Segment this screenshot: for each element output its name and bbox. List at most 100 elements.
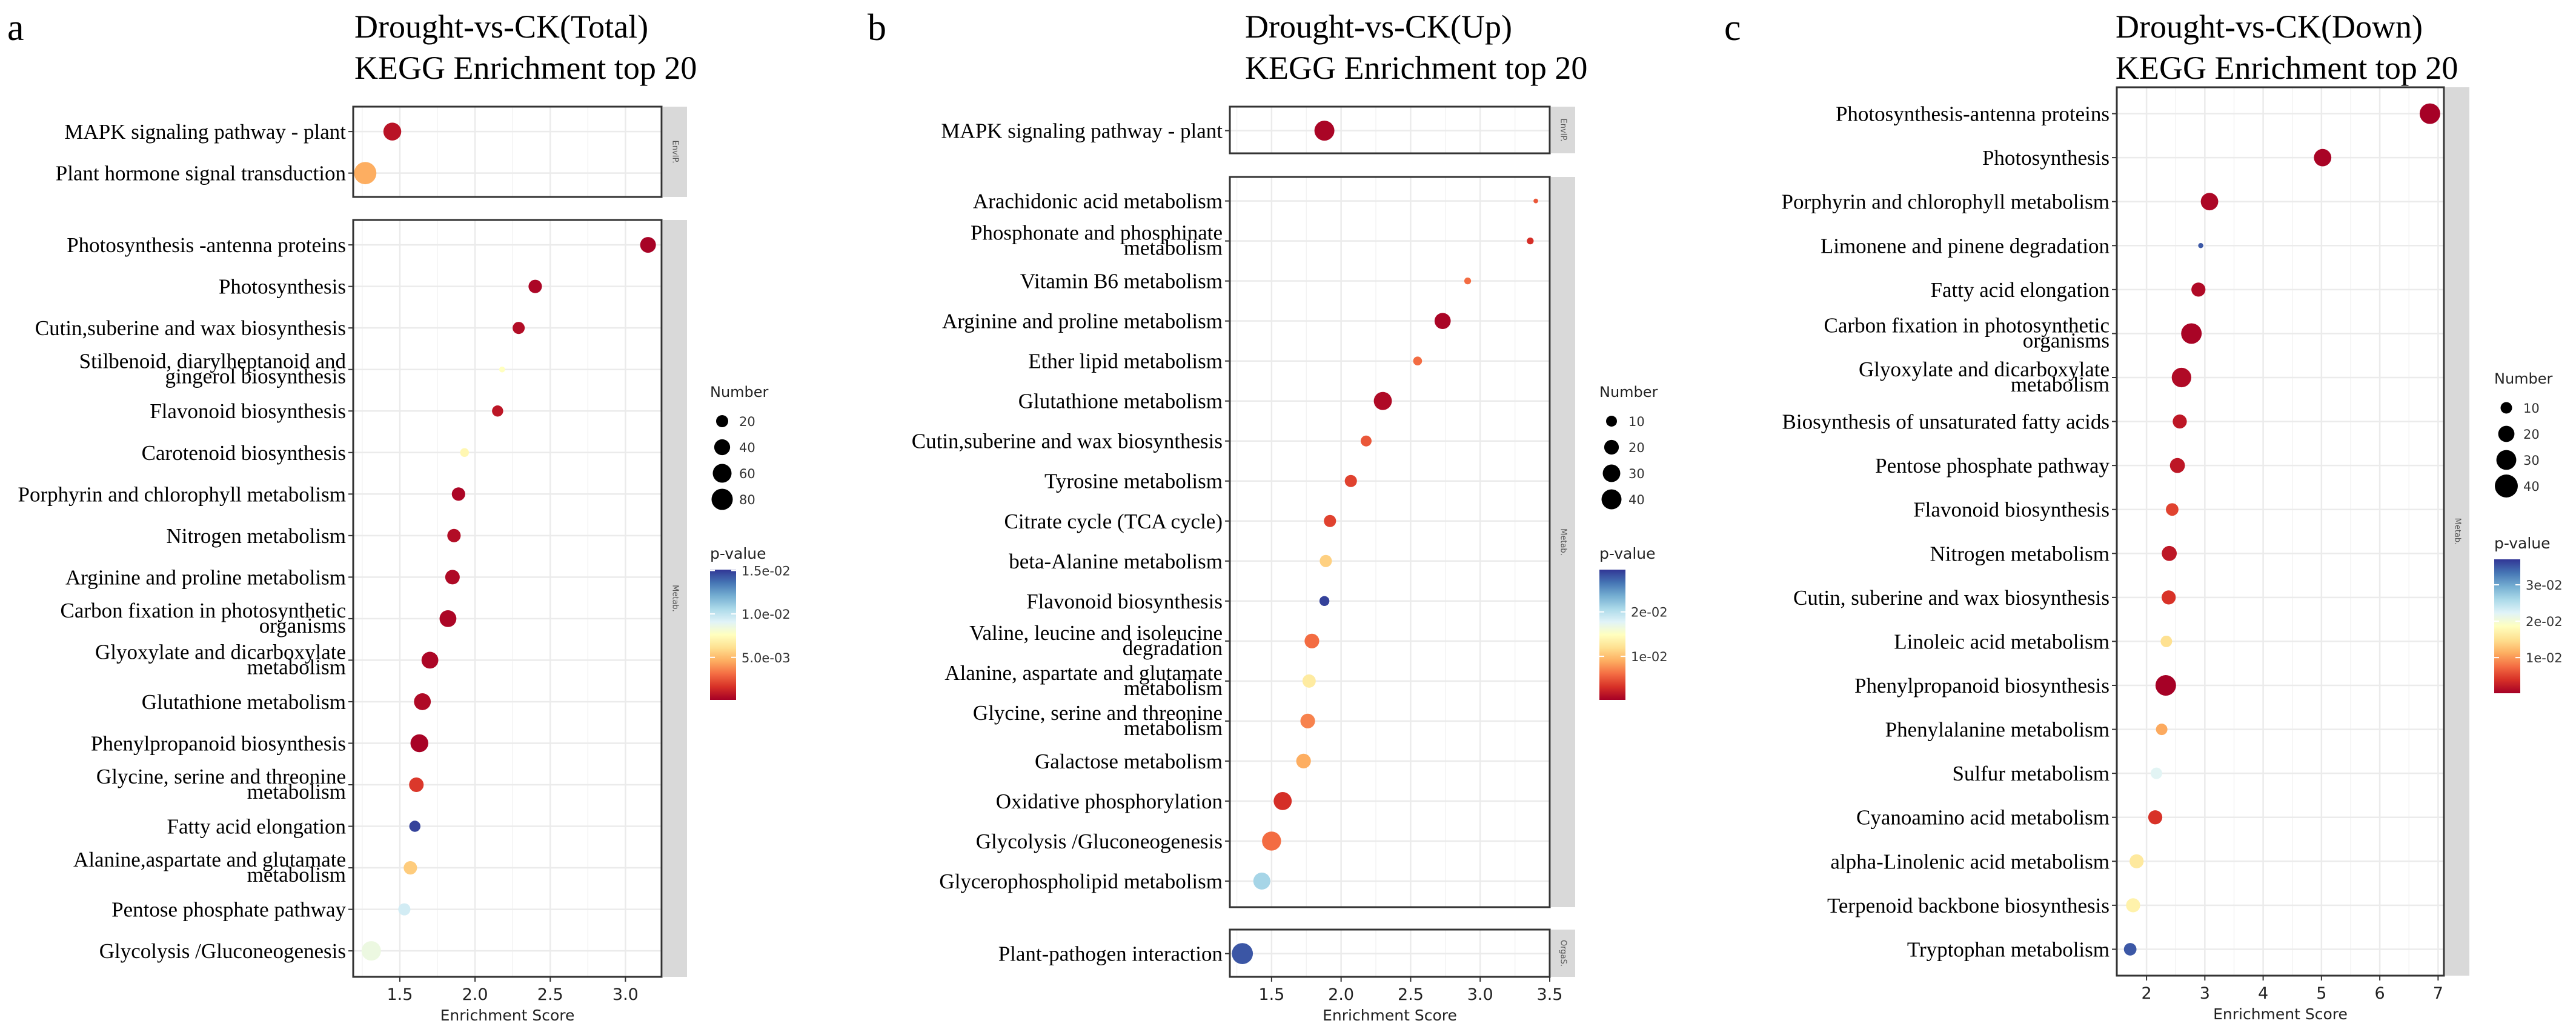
size-legend-key [712,464,732,483]
y-tick-label: Phosphonate and phosphinate metabolism [971,221,1223,260]
data-point [2171,367,2192,388]
data-point [2419,103,2440,124]
y-tick-label: Photosynthesis [219,275,346,299]
y-tick-label: Pentose phosphate pathway [1875,454,2110,478]
y-tick-label-line: Valine, leucine and isoleucine [969,621,1223,645]
size-legend-label: 20 [1628,441,1645,455]
color-legend-title: p-value [2494,534,2551,552]
color-legend: p-value 5.0e-03 1.0e-02 1.5e-02 [710,545,791,700]
y-tick-label: Porphyrin and chlorophyll metabolism [18,482,346,506]
data-point [1300,713,1315,728]
panel-label: b [868,7,886,48]
y-tick-label: Glyoxylate and dicarboxylate metabolism [95,640,346,679]
y-tick-label: Tryptophan metabolism [1907,937,2110,961]
data-point [2150,767,2162,779]
x-axis-title: Enrichment Score [440,1007,575,1024]
data-point [1320,554,1332,567]
size-legend-key [2500,402,2512,414]
data-point [1262,831,1281,851]
y-tick-label: Photosynthesis-antenna proteins [1836,102,2110,126]
colorbar [1599,570,1625,700]
data-point [1527,238,1534,245]
size-legend-key [1606,416,1617,427]
y-tick-label-line: metabolism [1124,716,1223,740]
panel-border [2116,86,2445,977]
data-point [499,366,505,373]
x-tick-label: 4 [2258,984,2268,1003]
y-tick-label: Valine, leucine and isoleucine degradatio… [969,621,1223,660]
data-point [421,651,439,669]
y-tick-label-line: gingerol biosynthesis [165,365,346,388]
x-tick-label: 2.0 [462,985,488,1004]
y-tick-label: Pentose phosphate pathway [111,898,346,922]
panel-c: c Drought-vs-CK(Down) KEGG Enrichment top … [1724,7,2563,1023]
size-legend-label: 20 [739,414,755,429]
data-point [1373,391,1392,410]
y-tick-label: Ether lipid metabolism [1028,350,1223,373]
y-tick-label-line: Glyoxylate and dicarboxylate [1859,358,2110,381]
data-point [640,237,656,253]
size-legend-title: Number [1599,384,1658,401]
y-tick-label-line: Carbon fixation in photosynthetic [1824,313,2110,337]
size-legend-label: 30 [2523,453,2540,468]
x-tick-label: 7 [2433,984,2443,1003]
data-point [1232,943,1253,965]
size-legend-key [1604,439,1619,455]
y-tick-label: Fatty acid elongation [167,815,346,839]
y-tick-label-line: Phosphonate and phosphinate [971,221,1223,245]
y-tick-label: Tyrosine metabolism [1044,470,1223,493]
size-legend-label: 80 [739,493,755,507]
y-tick-label: Carotenoid biosynthesis [142,441,346,465]
color-legend-title: p-value [1599,545,1656,562]
y-tick-label-line: metabolism [1124,676,1223,700]
y-tick-label-line: Glycine, serine and threonine [973,701,1223,725]
data-point [2155,675,2176,696]
data-point [1273,791,1292,810]
facet-strip-label: EnvIP. [671,141,680,164]
size-legend: Number 20 40 60 80 [710,384,769,510]
facet-strip [663,107,687,197]
size-legend-key [1602,464,1621,482]
x-tick-label: 3.5 [1537,985,1563,1004]
y-tick-label: Stilbenoid, diarylheptanoid and gingerol … [79,350,347,388]
data-point [2198,243,2203,248]
y-tick-label: Limonene and pinene degradation [1821,234,2110,258]
y-tick-label: Arginine and proline metabolism [942,310,1223,333]
data-point [398,903,411,916]
panel-border [352,219,663,978]
facet-strip-label: OrgaS. [1559,940,1568,967]
y-tick-label: Glutathione metabolism [142,690,346,714]
y-tick-label-line: metabolism [2011,373,2110,396]
y-tick-label: Vitamin B6 metabolism [1020,270,1223,293]
y-tick-label: Glyoxylate and dicarboxylate metabolism [1859,358,2110,396]
facet-strip [1551,930,1575,977]
panel-label: a [7,7,24,48]
data-point [1302,674,1316,688]
x-tick-label: 2.5 [1398,985,1424,1004]
y-tick-label: Phenylpropanoid biosynthesis [91,731,346,755]
data-point [492,405,503,417]
data-point [2160,635,2173,647]
x-tick-label: 3 [2200,984,2210,1003]
panel-border [1229,105,1551,155]
panel-background [353,220,662,977]
y-tick-label-line: organisms [2023,328,2110,352]
colorbar [710,570,736,700]
size-legend-label: 60 [739,467,755,481]
x-tick-label: 3.0 [612,985,639,1004]
data-point [1253,872,1270,890]
panel-border [1229,176,1551,908]
facet-envip: MAPK signaling pathway - plant EnvIP. [941,105,1575,155]
data-point [2162,590,2176,605]
facet-strip [2445,87,2469,976]
x-tick-label: 2 [2141,984,2151,1003]
facet-strip [1551,107,1575,153]
y-tick-label: Glycerophospholipid metabolism [939,870,1223,893]
size-legend-label: 40 [2523,479,2540,494]
data-point [451,487,465,501]
data-point [410,734,428,753]
y-tick-label-line: metabolism [247,655,346,679]
y-tick-label: Alanine,aspartate and glutamate metabolis… [73,848,346,887]
data-point [2162,545,2177,561]
y-tick-label: Glutathione metabolism [1018,390,1223,413]
